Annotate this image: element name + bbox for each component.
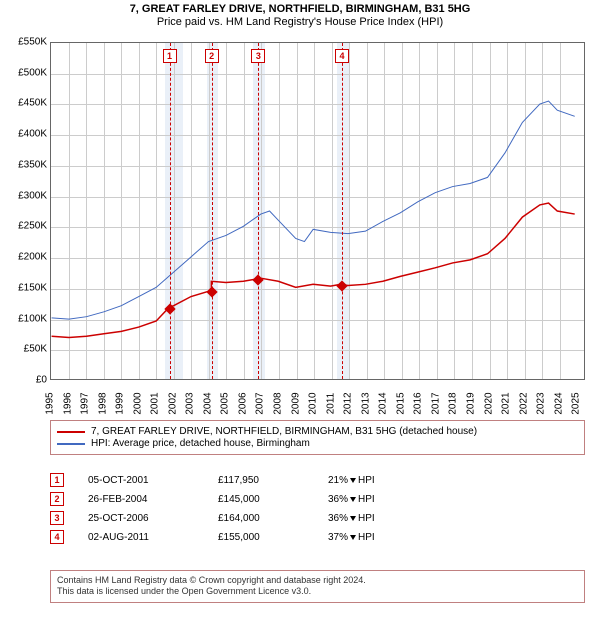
arrow-down-icon <box>350 478 356 483</box>
xtick-label: 2006 <box>237 389 248 419</box>
sale-date: 05-OCT-2001 <box>88 475 218 486</box>
ytick-label: £500K <box>2 67 47 78</box>
ytick-label: £100K <box>2 313 47 324</box>
xtick-label: 2007 <box>255 389 266 419</box>
event-marker-box: 2 <box>205 49 219 63</box>
sale-price: £117,950 <box>218 475 328 486</box>
chart-title-address: 7, GREAT FARLEY DRIVE, NORTHFIELD, BIRMI… <box>0 3 600 15</box>
xtick-label: 2005 <box>220 389 231 419</box>
xtick-label: 2024 <box>553 389 564 419</box>
xtick-label: 2016 <box>413 389 424 419</box>
arrow-down-icon <box>350 535 356 540</box>
title-block: 7, GREAT FARLEY DRIVE, NORTHFIELD, BIRMI… <box>0 0 600 28</box>
xtick-label: 2004 <box>202 389 213 419</box>
xtick-label: 2009 <box>290 389 301 419</box>
sale-price: £145,000 <box>218 494 328 505</box>
ytick-label: £450K <box>2 98 47 109</box>
xtick-label: 2025 <box>571 389 582 419</box>
ytick-label: £550K <box>2 37 47 48</box>
sale-row: 3 25-OCT-2006£164,00036% HPI <box>50 511 585 525</box>
xtick-label: 2021 <box>501 389 512 419</box>
sale-pct: 36% HPI <box>328 513 398 524</box>
chart-plot-area: 1 2 3 4 <box>50 42 585 380</box>
xtick-label: 2003 <box>185 389 196 419</box>
xtick-label: 2001 <box>150 389 161 419</box>
arrow-down-icon <box>350 497 356 502</box>
sale-row: 4 02-AUG-2011£155,00037% HPI <box>50 530 585 544</box>
xtick-label: 2017 <box>430 389 441 419</box>
event-marker-box: 1 <box>163 49 177 63</box>
ytick-label: £350K <box>2 159 47 170</box>
event-vline <box>342 43 343 379</box>
xtick-label: 2019 <box>465 389 476 419</box>
sale-price: £164,000 <box>218 513 328 524</box>
sale-row: 2 26-FEB-2004£145,00036% HPI <box>50 492 585 506</box>
sale-pct: 21% HPI <box>328 475 398 486</box>
xtick-label: 1995 <box>45 389 56 419</box>
sale-date: 26-FEB-2004 <box>88 494 218 505</box>
xtick-label: 2008 <box>273 389 284 419</box>
sale-pct: 36% HPI <box>328 494 398 505</box>
chart-svg <box>51 43 584 379</box>
event-marker-box: 4 <box>335 49 349 63</box>
xtick-label: 1996 <box>62 389 73 419</box>
sales-table: 105-OCT-2001£117,95021% HPI226-FEB-2004£… <box>50 468 585 549</box>
xtick-label: 2018 <box>448 389 459 419</box>
sale-number-box: 4 <box>50 530 64 544</box>
ytick-label: £250K <box>2 221 47 232</box>
xtick-label: 2020 <box>483 389 494 419</box>
attribution-line2: This data is licensed under the Open Gov… <box>57 586 578 598</box>
legend-swatch <box>57 431 85 433</box>
chart-subtitle: Price paid vs. HM Land Registry's House … <box>0 16 600 28</box>
xtick-label: 2002 <box>167 389 178 419</box>
xtick-label: 2011 <box>325 389 336 419</box>
sale-price: £155,000 <box>218 532 328 543</box>
event-vline <box>258 43 259 379</box>
arrow-down-icon <box>350 516 356 521</box>
xtick-label: 2010 <box>308 389 319 419</box>
legend-box: 7, GREAT FARLEY DRIVE, NORTHFIELD, BIRMI… <box>50 420 585 455</box>
xtick-label: 2000 <box>132 389 143 419</box>
sale-number-box: 2 <box>50 492 64 506</box>
xtick-label: 2012 <box>343 389 354 419</box>
series-line-property <box>52 203 575 337</box>
xtick-label: 2014 <box>378 389 389 419</box>
legend-label: 7, GREAT FARLEY DRIVE, NORTHFIELD, BIRMI… <box>91 426 477 437</box>
xtick-label: 2015 <box>395 389 406 419</box>
sale-row: 1 05-OCT-2001£117,95021% HPI <box>50 473 585 487</box>
sale-number-box: 1 <box>50 473 64 487</box>
sale-pct: 37% HPI <box>328 532 398 543</box>
legend-row: HPI: Average price, detached house, Birm… <box>57 438 578 449</box>
ytick-label: £300K <box>2 190 47 201</box>
event-vline <box>170 43 171 379</box>
xtick-label: 2013 <box>360 389 371 419</box>
legend-swatch <box>57 443 85 445</box>
ytick-label: £0 <box>2 375 47 386</box>
xtick-label: 2022 <box>518 389 529 419</box>
xtick-label: 1998 <box>97 389 108 419</box>
ytick-label: £200K <box>2 252 47 263</box>
ytick-label: £400K <box>2 129 47 140</box>
sale-date: 02-AUG-2011 <box>88 532 218 543</box>
series-line-hpi <box>52 101 575 319</box>
legend-label: HPI: Average price, detached house, Birm… <box>91 438 310 449</box>
event-marker-box: 3 <box>251 49 265 63</box>
ytick-label: £150K <box>2 282 47 293</box>
ytick-label: £50K <box>2 344 47 355</box>
xtick-label: 1997 <box>80 389 91 419</box>
chart-container: 7, GREAT FARLEY DRIVE, NORTHFIELD, BIRMI… <box>0 0 600 620</box>
event-vline <box>212 43 213 379</box>
xtick-label: 1999 <box>115 389 126 419</box>
attribution-box: Contains HM Land Registry data © Crown c… <box>50 570 585 603</box>
sale-date: 25-OCT-2006 <box>88 513 218 524</box>
legend-row: 7, GREAT FARLEY DRIVE, NORTHFIELD, BIRMI… <box>57 426 578 437</box>
attribution-line1: Contains HM Land Registry data © Crown c… <box>57 575 578 587</box>
sale-number-box: 3 <box>50 511 64 525</box>
xtick-label: 2023 <box>536 389 547 419</box>
